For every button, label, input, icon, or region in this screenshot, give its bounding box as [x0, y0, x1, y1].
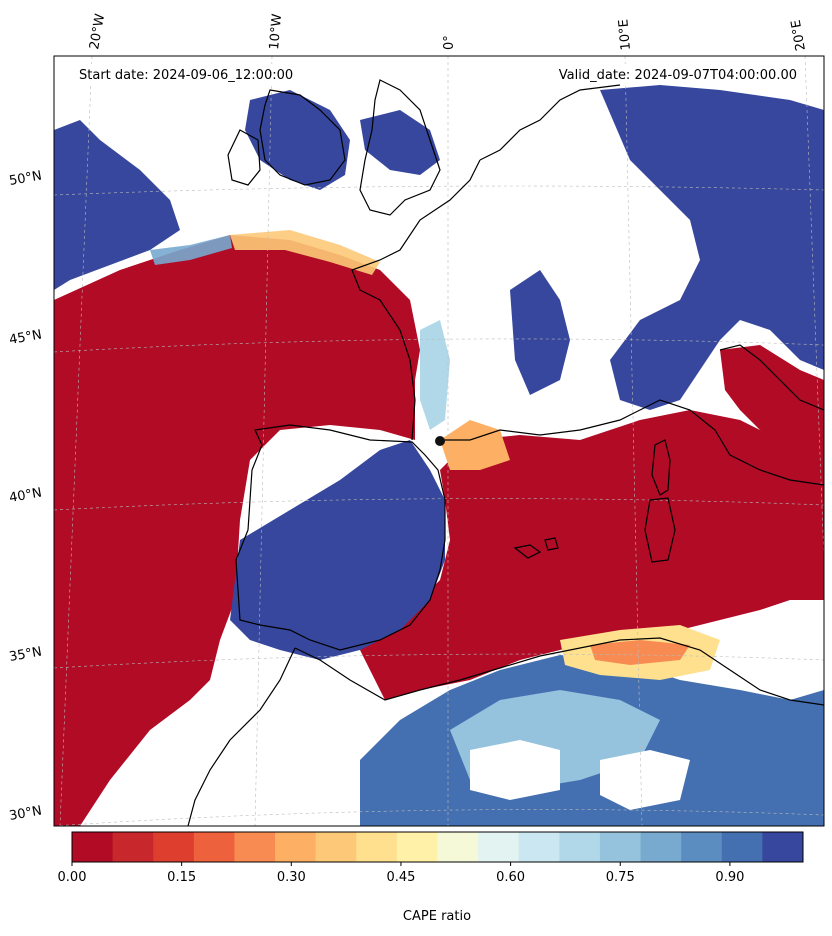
cape-field-atlantic-south-red — [54, 660, 180, 826]
colorbar-cell — [762, 832, 804, 862]
point-marker — [435, 436, 445, 446]
cape-field-uk-blue — [245, 90, 350, 190]
cape-field-iberia-blue — [230, 440, 445, 660]
coast-mallorca — [544, 537, 559, 551]
colorbar-frame — [71, 831, 804, 863]
colorbar-cell — [153, 832, 195, 862]
map-frame — [53, 55, 825, 827]
cape-field-north-blue — [54, 120, 180, 290]
colorbar-cell — [478, 832, 520, 862]
cape-field-africa-gap-2 — [600, 750, 690, 810]
cape-field-fringe — [230, 230, 380, 275]
colorbar-cell — [599, 832, 642, 862]
colorbar-tick-label: 0.30 — [277, 870, 306, 885]
colorbar: 0.00 0.15 0.30 0.45 0.60 0.75 0.90 CAPE ratio — [58, 831, 804, 924]
start-date-label: Start date: 2024-09-06_12:00:00 — [79, 68, 293, 83]
colorbar-cell — [396, 832, 438, 862]
colorbar-cells — [72, 832, 804, 862]
coastlines — [187, 79, 824, 826]
colorbar-tick-label: 0.00 — [58, 870, 87, 885]
cape-field-france-blue — [510, 270, 570, 395]
lon-label-20w: 20°W — [87, 13, 108, 51]
cape-field-north-sea-blue — [360, 110, 440, 175]
colorbar-cell — [437, 832, 479, 862]
colorbar-tick-label: 0.15 — [167, 870, 196, 885]
colorbar-tick-label: 0.90 — [715, 870, 744, 885]
coast-balearics — [513, 544, 542, 559]
colorbar-cell — [518, 832, 560, 862]
coast-north-sea — [479, 84, 621, 161]
colorbar-tick-label: 0.75 — [606, 870, 635, 885]
colorbar-cell — [356, 832, 398, 862]
colorbar-label: CAPE ratio — [403, 909, 471, 924]
lat-labels: 50°N 45°N 40°N 35°N 30°N — [8, 168, 43, 823]
colorbar-cell — [559, 832, 601, 862]
colorbar-cell — [721, 832, 763, 862]
valid-date-label: Valid_date: 2024-09-07T04:00:00.00 — [559, 68, 797, 83]
colorbar-cell — [72, 832, 114, 862]
coast-sardinia — [644, 497, 676, 563]
cape-field-europe-blue — [600, 85, 824, 410]
coast-north-africa — [294, 637, 824, 706]
colorbar-tick-label: 0.45 — [386, 870, 415, 885]
lon-label-0: 0° — [442, 35, 457, 50]
coast-france — [351, 159, 481, 441]
colorbar-cell — [681, 832, 723, 862]
gridlines — [54, 56, 824, 826]
coast-morocco-atlantic — [187, 647, 296, 826]
cape-field-mediterranean-red — [360, 410, 824, 700]
cape-field-africa-orange — [590, 640, 690, 665]
colorbar-cell — [640, 832, 682, 862]
colorbar-cell — [275, 832, 317, 862]
colorbar-cell — [315, 832, 357, 862]
colorbar-cell — [112, 832, 154, 862]
coast-corsica — [651, 439, 671, 496]
lon-label-10w: 10°W — [267, 13, 285, 50]
lon-labels: 20°W 10°W 0° 10°E 20°E — [87, 13, 809, 52]
coast-ireland — [227, 129, 261, 186]
lat-label-50n: 50°N — [8, 168, 43, 188]
map-panel — [54, 56, 824, 826]
cape-field-biscay-light — [420, 320, 450, 430]
coast-iberia — [235, 424, 446, 651]
cape-field-africa-gap — [470, 740, 560, 800]
start-date-box — [72, 64, 308, 84]
coast-britain-main — [359, 79, 441, 216]
lon-label-20e: 20°E — [789, 19, 809, 52]
lat-label-40n: 40°N — [8, 485, 43, 505]
colorbar-cell — [193, 832, 235, 862]
lat-label-30n: 30°N — [8, 803, 43, 823]
coast-italy-east — [719, 344, 824, 411]
coast-uk — [259, 89, 346, 186]
cape-field-adriatic-red — [720, 345, 824, 460]
lon-label-10e: 10°E — [616, 19, 634, 51]
colorbar-tick-label: 0.60 — [496, 870, 525, 885]
colorbar-cell — [234, 832, 276, 862]
cape-field-fringe-2 — [150, 235, 232, 265]
lat-label-35n: 35°N — [8, 644, 43, 664]
lat-label-45n: 45°N — [8, 327, 43, 347]
coast-france-south — [438, 399, 824, 486]
colorbar-ticks: 0.00 0.15 0.30 0.45 0.60 0.75 0.90 — [58, 862, 744, 885]
valid-date-box — [536, 64, 804, 84]
